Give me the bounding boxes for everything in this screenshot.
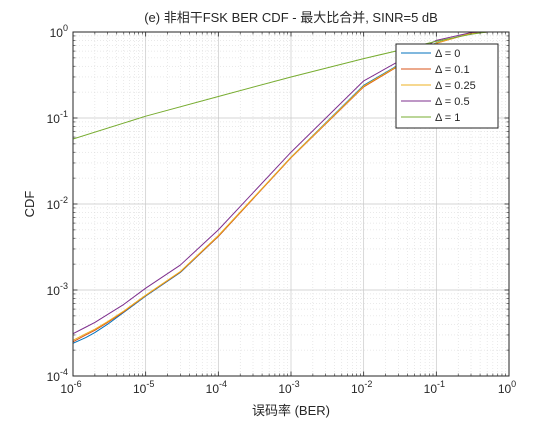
x-tick-label: 10-1 bbox=[424, 379, 445, 396]
legend-label-2: Δ = 0.25 bbox=[435, 80, 476, 92]
x-tick-label: 10-4 bbox=[206, 379, 227, 396]
legend-label-3: Δ = 0.5 bbox=[435, 96, 470, 108]
x-tick-label: 10-6 bbox=[60, 379, 81, 396]
y-tick-label: 10-1 bbox=[47, 109, 68, 126]
x-axis-label: 误码率 (BER) bbox=[252, 403, 330, 418]
y-tick-label: 10-2 bbox=[47, 195, 68, 212]
y-tick-label: 100 bbox=[50, 23, 68, 40]
legend-label-4: Δ = 1 bbox=[435, 112, 460, 124]
x-tick-label: 10-3 bbox=[278, 379, 299, 396]
y-axis-label: CDF bbox=[22, 191, 37, 218]
legend-label-0: Δ = 0 bbox=[435, 48, 460, 60]
x-tick-label: 100 bbox=[498, 379, 516, 396]
x-tick-label: 10-5 bbox=[133, 379, 154, 396]
x-tick-labels: 10-6 10-5 10-4 10-3 10-2 10-1 100 bbox=[60, 379, 516, 396]
y-tick-label: 10-3 bbox=[47, 281, 68, 298]
legend-label-1: Δ = 0.1 bbox=[435, 64, 470, 76]
legend: Δ = 0 Δ = 0.1 Δ = 0.25 Δ = 0.5 Δ = 1 bbox=[396, 44, 498, 128]
chart-title: (e) 非相干FSK BER CDF - 最大比合并, SINR=5 dB bbox=[144, 10, 438, 25]
x-tick-label: 10-2 bbox=[351, 379, 372, 396]
